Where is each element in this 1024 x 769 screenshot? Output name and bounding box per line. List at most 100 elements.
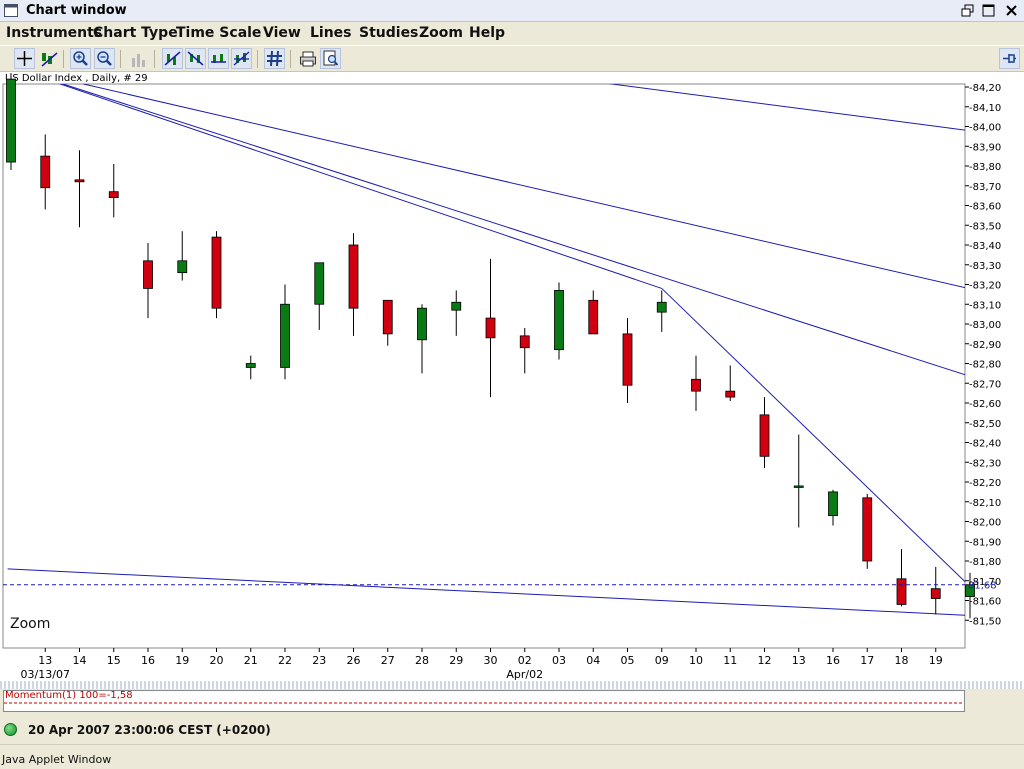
menu-studies[interactable]: Studies [359, 25, 419, 41]
y-tick-label: -83,20 [969, 281, 1001, 292]
applet-bar [0, 744, 1024, 769]
line-tool-4-button[interactable] [231, 48, 252, 69]
zoom-label: Zoom [10, 616, 51, 632]
line-tool-1-icon [164, 51, 181, 66]
print-preview-button[interactable] [320, 48, 341, 69]
grid-icon [267, 50, 282, 67]
candle [108, 164, 119, 218]
x-tick-label: 21 [244, 654, 258, 667]
menu-help[interactable]: Help [469, 25, 506, 41]
status-bar [0, 716, 1024, 742]
line-tool-4-icon [233, 51, 250, 66]
x-tick-label: 10 [689, 654, 703, 667]
candle-body [74, 179, 85, 183]
candle [554, 282, 564, 360]
candle [417, 304, 427, 374]
candle [622, 318, 633, 403]
line-tool-1-button[interactable] [162, 48, 183, 69]
momentum-label: Momentum(1) 100=-1,58 [5, 690, 133, 701]
candle-body [862, 497, 873, 562]
menu-zoom[interactable]: Zoom [419, 25, 463, 41]
grid-button[interactable] [264, 48, 285, 69]
x-tick-label: 26 [347, 654, 361, 667]
candle [896, 549, 907, 607]
x-tick-label: 05 [621, 654, 635, 667]
x-tick-label: 19 [175, 654, 189, 667]
line-tool-2-button[interactable] [185, 48, 206, 69]
candle-body [759, 414, 770, 457]
maximize-icon[interactable] [981, 3, 996, 18]
y-tick-label: -83,30 [969, 261, 1001, 272]
line-tool-3-button[interactable] [208, 48, 229, 69]
candle [793, 434, 804, 528]
candle-body [40, 155, 51, 189]
candle-body [725, 390, 736, 398]
candle [211, 231, 222, 319]
y-tick-label: -83,50 [969, 221, 1001, 232]
x-tick-label: 12 [758, 654, 772, 667]
candle [348, 233, 359, 336]
y-tick-label: -82,30 [969, 458, 1001, 469]
y-tick-label: -82,60 [969, 399, 1001, 410]
x-tick-label: 27 [381, 654, 395, 667]
bar-chart-icon [132, 54, 145, 67]
crosshair-button[interactable] [14, 48, 35, 69]
candle [965, 572, 975, 619]
applet-label: Java Applet Window [2, 753, 112, 766]
candle [451, 290, 462, 336]
x-tick-label: 17 [860, 654, 874, 667]
x-tick-label: 09 [655, 654, 669, 667]
crosshair-icon [17, 51, 32, 66]
y-tick-label: -83,90 [969, 142, 1001, 153]
pin-icon [1003, 54, 1016, 63]
menu-instruments[interactable]: Instruments [6, 25, 103, 41]
y-tick-label: -81,70 [969, 577, 1001, 588]
trendline [61, 84, 965, 376]
menu-time-scale[interactable]: Time Scale [176, 25, 262, 41]
print-button[interactable] [297, 48, 318, 69]
y-tick-label: -84,20 [969, 83, 1001, 94]
candle-body [930, 588, 941, 599]
panel-splitter[interactable] [0, 681, 1024, 689]
menu-chart-type[interactable]: Chart Type [93, 25, 178, 41]
y-tick-label: -82,50 [969, 419, 1001, 430]
candle-body [656, 301, 667, 313]
zoom-out-icon [97, 51, 112, 66]
y-tick-label: -82,20 [969, 478, 1001, 489]
candle-body [108, 191, 119, 199]
candle-body [691, 378, 701, 392]
menu-lines[interactable]: Lines [310, 25, 352, 41]
toolbar [0, 45, 1024, 72]
candle [759, 397, 770, 469]
candle [143, 243, 153, 319]
candle [930, 566, 941, 615]
print-icon [300, 51, 316, 67]
candle-body [451, 301, 462, 311]
zoom-out-button[interactable] [94, 48, 115, 69]
y-tick-label: -82,10 [969, 498, 1001, 509]
x-sublabel: 03/13/07 [21, 668, 70, 681]
y-tick-label: -82,80 [969, 360, 1001, 371]
y-tick-label: -81,50 [969, 616, 1001, 627]
restore-icon[interactable] [960, 3, 975, 18]
y-tick-label: -83,80 [969, 162, 1001, 173]
momentum-panel[interactable] [3, 690, 965, 712]
candle-body [382, 299, 393, 335]
candle-body [828, 491, 838, 516]
plot-frame [2, 83, 966, 649]
menu-view[interactable]: View [263, 25, 301, 41]
candle [656, 290, 667, 332]
zoom-in-button[interactable] [70, 48, 91, 69]
candle [314, 262, 325, 330]
x-tick-label: 04 [586, 654, 600, 667]
zoom-in-icon [73, 51, 88, 66]
x-tick-label: 02 [518, 654, 532, 667]
trend-tool-icon [41, 52, 58, 67]
close-icon[interactable] [1004, 3, 1019, 18]
x-tick-label: 14 [73, 654, 87, 667]
price-chart[interactable]: 81,68 -84,20 -84,10 -84,00 -83,90 -83,80 -83,… [0, 72, 1024, 688]
x-tick-label: 20 [210, 654, 224, 667]
bar-chart-button[interactable] [128, 48, 149, 69]
trend-tool-button[interactable] [38, 48, 59, 69]
pin-button[interactable] [999, 48, 1020, 69]
